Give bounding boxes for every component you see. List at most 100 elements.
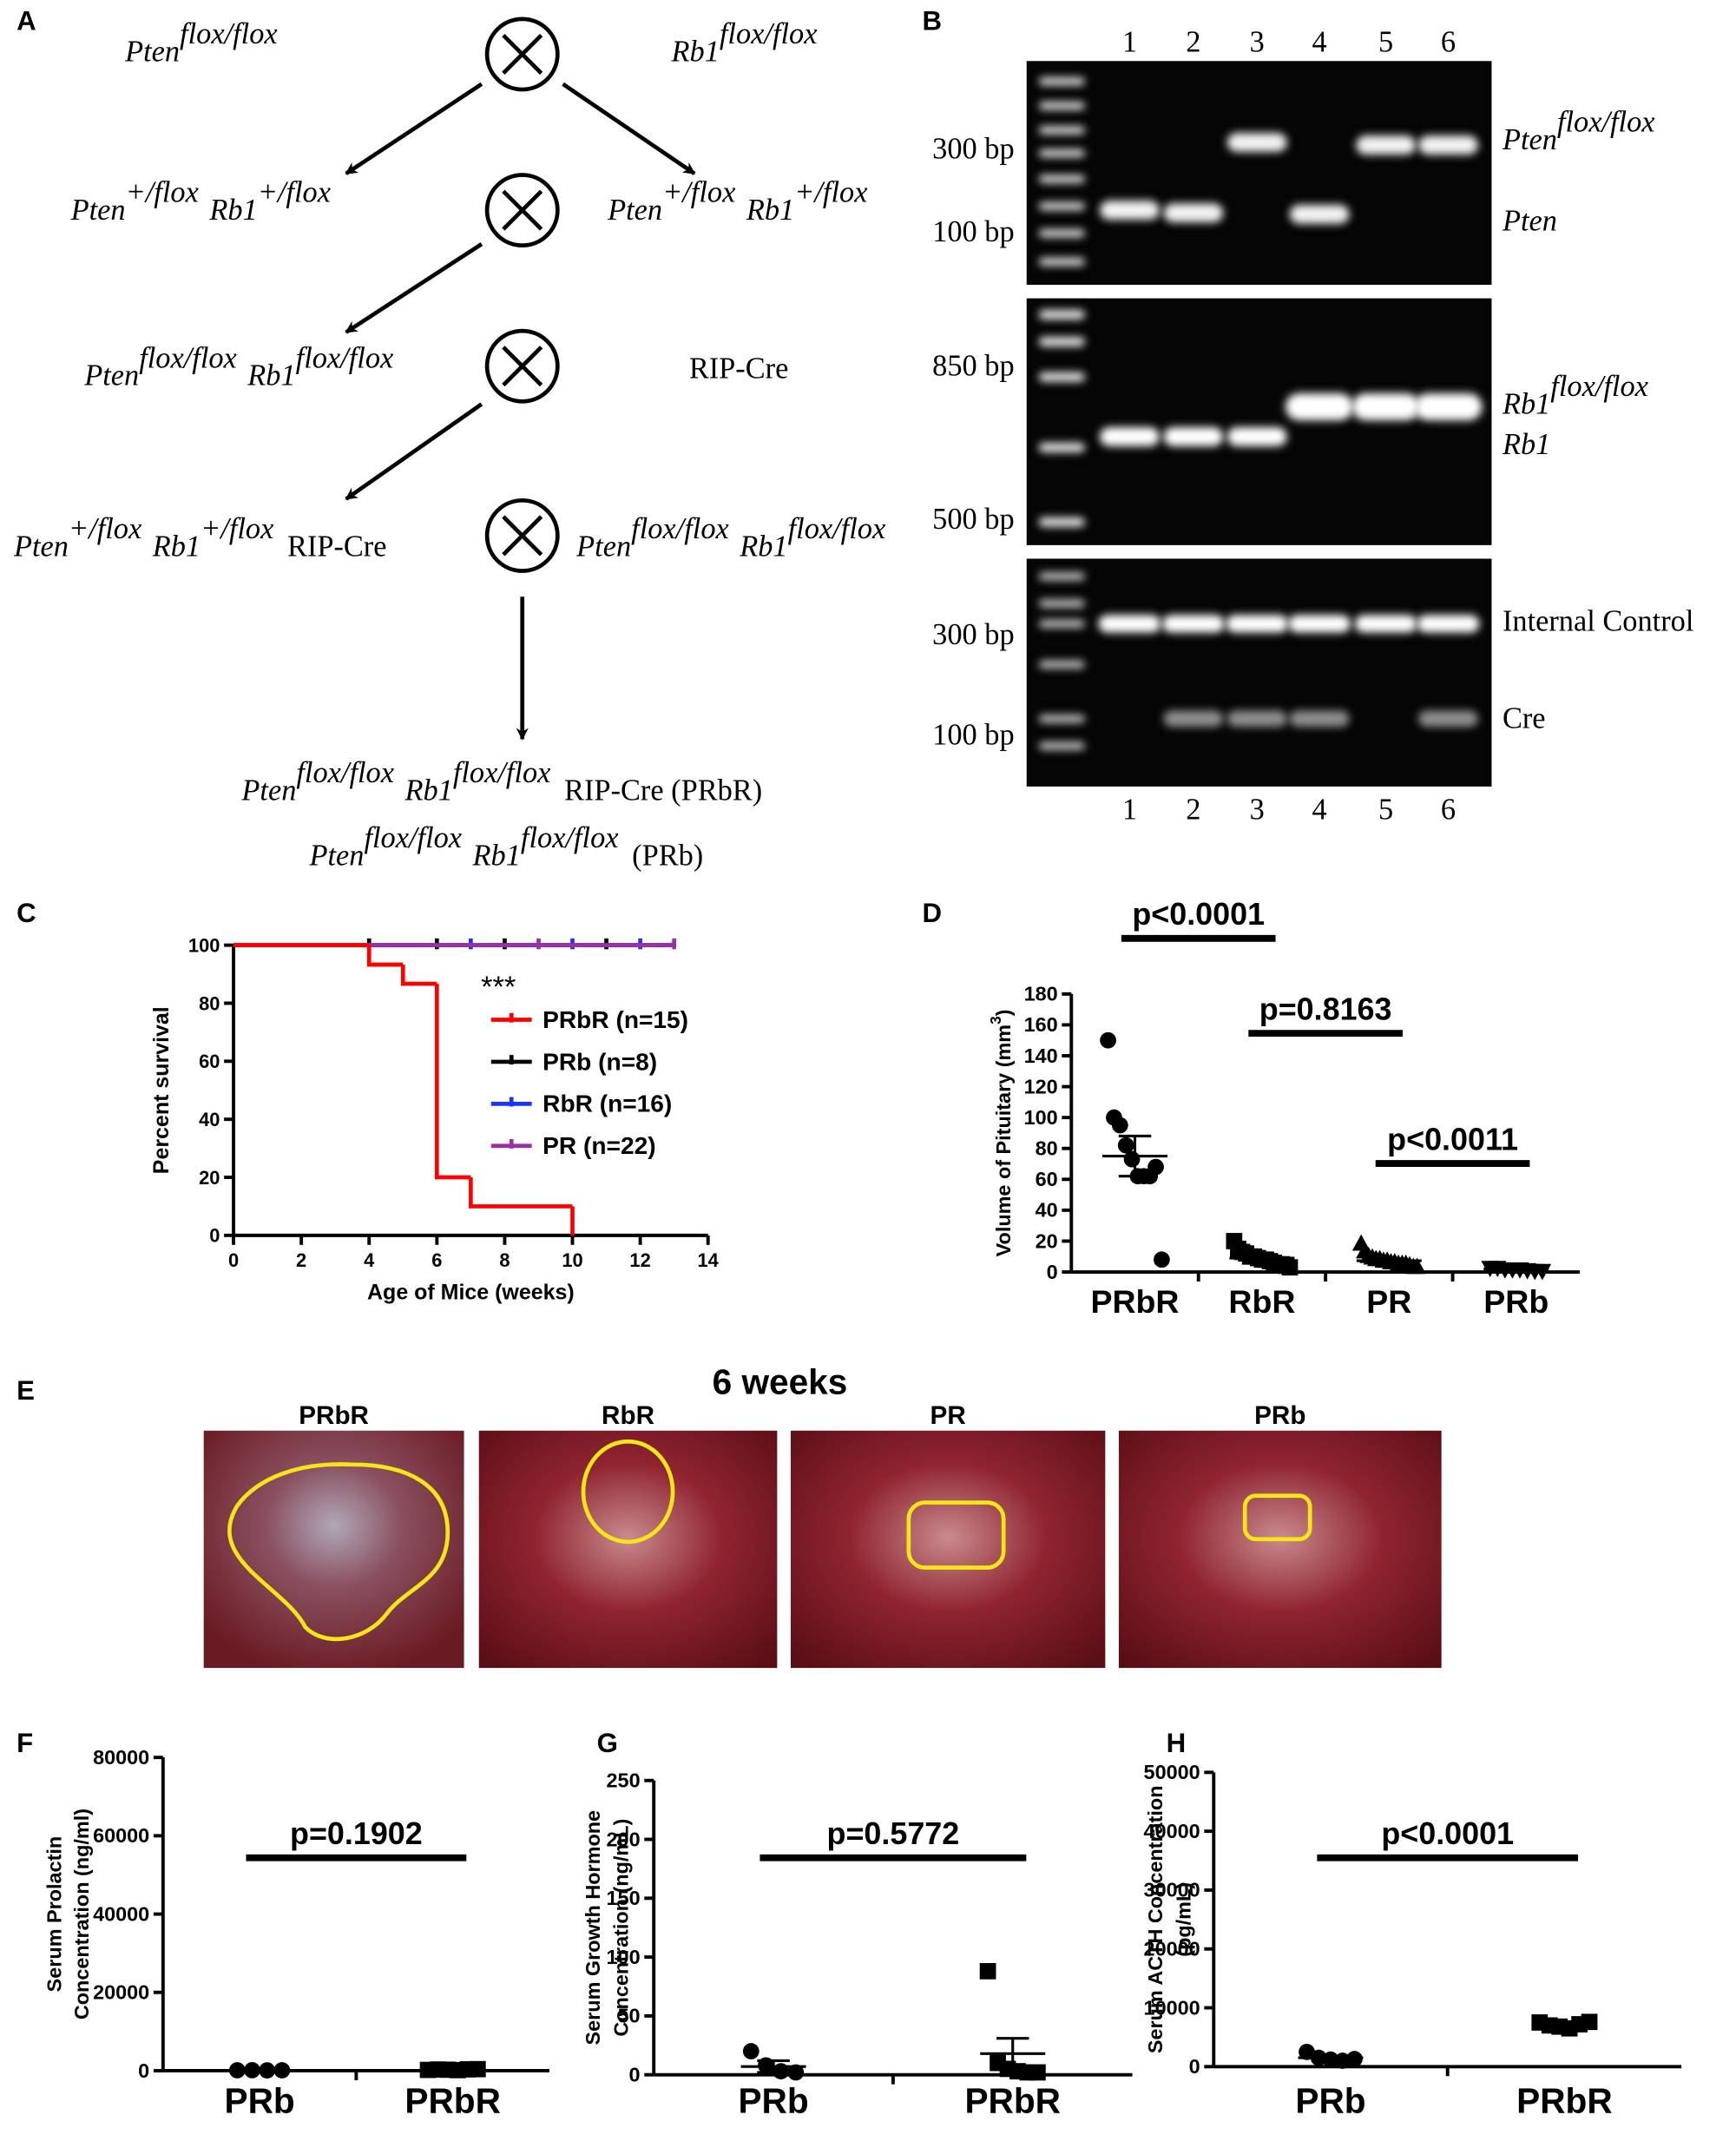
allele: flox/flox	[180, 17, 278, 50]
x-tick-label: 6	[431, 1249, 442, 1271]
label-text: (PRb)	[632, 839, 703, 872]
arrow	[345, 82, 696, 741]
gel-band	[1038, 599, 1085, 608]
genotype-label: Pten+/floxRb1+/flox	[607, 176, 867, 227]
panel-label: G	[597, 1728, 618, 1758]
y-tick-label: 20000	[1144, 1938, 1200, 1960]
gel-band	[1038, 337, 1085, 347]
gel-band	[1038, 660, 1085, 669]
survival-step	[400, 965, 437, 986]
y-tick-label: 40	[199, 1109, 220, 1130]
cross-symbol	[484, 16, 560, 573]
label-text: RIP-Cre (PRbR)	[564, 774, 762, 807]
gel-band	[1098, 615, 1161, 633]
gel-band	[1356, 135, 1416, 155]
y-tick-label: 60	[199, 1051, 220, 1072]
legend-label: PRbR (n=15)	[542, 1006, 688, 1033]
genotype-label: Pten+/floxRb1+/flox	[70, 176, 331, 227]
lane-number: 4	[1312, 793, 1327, 826]
allele: flox/flox	[453, 756, 551, 789]
gel-band	[1038, 228, 1085, 238]
y-axis-label: Percent survival	[149, 1006, 174, 1174]
y-tick-label: 40000	[1144, 1820, 1200, 1842]
p-value: p=0.8163	[1259, 992, 1392, 1027]
x-tick-label: 0	[228, 1249, 239, 1271]
x-tick-label: PRb	[1483, 1283, 1549, 1320]
y-tick-label: 140	[1024, 1044, 1058, 1067]
gel-band	[1038, 309, 1085, 320]
data-point	[1154, 1251, 1170, 1268]
gel-band	[1038, 257, 1085, 267]
band-label: Ptenflox/flox	[1502, 106, 1655, 156]
x-tick-label: 8	[499, 1249, 510, 1271]
error-bar	[757, 2059, 790, 2074]
error-bar	[1548, 2022, 1581, 2028]
data-point	[1029, 2064, 1046, 2081]
gel-band	[1038, 619, 1085, 629]
lane-number: 5	[1378, 793, 1393, 826]
lane-number: 2	[1186, 793, 1200, 826]
x-tick-label: PRb	[1295, 2080, 1365, 2120]
photo-label: PR	[930, 1401, 966, 1430]
gel-band	[1100, 201, 1160, 221]
gel-band	[1038, 102, 1085, 110]
diagram	[345, 16, 696, 741]
data-point	[1408, 1257, 1426, 1275]
allele: flox/flox	[521, 821, 619, 854]
y-tick-label: 80	[199, 992, 220, 1014]
gel-band	[1226, 426, 1287, 446]
allele: +/flox	[258, 176, 331, 209]
gel-band	[1354, 615, 1417, 633]
photo	[1118, 1430, 1442, 1669]
data-point	[742, 2043, 760, 2059]
p-value: p<0.0001	[1132, 896, 1265, 932]
x-tick-label: RbR	[1228, 1283, 1295, 1320]
panel-label: F	[16, 1728, 33, 1758]
y-tick-label: 50000	[1144, 1761, 1200, 1783]
gene-name: Rb1	[472, 839, 521, 872]
y-tick-label: 0	[1047, 1261, 1058, 1283]
pituitary-outline	[906, 1500, 1006, 1570]
data-point	[1581, 2013, 1598, 2031]
gel	[1026, 558, 1492, 787]
y-tick-label: 30000	[1144, 1879, 1200, 1901]
x-tick-label: 2	[296, 1249, 306, 1271]
y-axis-label: Volume of Pituitary (mm3)	[987, 1010, 1015, 1257]
allele: flox/flox	[788, 512, 886, 545]
y-tick-label: 100	[188, 934, 220, 956]
gel-band	[1038, 572, 1085, 581]
photos-title: 6 weeks	[713, 1362, 848, 1402]
allele: +/flox	[794, 176, 867, 209]
gel-band	[1038, 148, 1085, 158]
y-tick-label: 80	[1036, 1137, 1058, 1160]
label-sup: 3	[987, 1016, 1004, 1025]
lane-number: 2	[1186, 25, 1200, 58]
gene-name: Rb1	[152, 530, 201, 563]
genotype-label: Ptenflox/floxRb1flox/floxRIP-Cre (PRbR)	[240, 756, 762, 807]
gene-name: Pten	[124, 35, 180, 68]
y-tick-label: 40	[1036, 1199, 1058, 1222]
gel-band	[1286, 392, 1354, 421]
tumor-outline	[227, 1462, 450, 1642]
panel-label: C	[16, 898, 36, 928]
data-point	[1117, 1137, 1134, 1154]
size-marker: 300 bp	[932, 133, 1015, 166]
data-point	[273, 2062, 291, 2079]
gel-band	[1288, 615, 1351, 633]
x-tick-label: PRb	[225, 2080, 295, 2120]
lane-number: 3	[1250, 793, 1265, 826]
data-point	[1100, 1031, 1116, 1049]
x-tick-label: 12	[629, 1249, 650, 1271]
panel-label: D	[922, 898, 942, 928]
y-tick-label: 20	[199, 1167, 220, 1189]
gel-band	[1418, 710, 1478, 728]
y-tick-label: 20000	[93, 1981, 149, 2004]
lane-number: 6	[1441, 25, 1456, 58]
p-value: p=0.5772	[827, 1815, 960, 1851]
data-point	[469, 2060, 486, 2078]
gel-band	[1038, 201, 1085, 211]
gene-name: Pten	[1502, 123, 1557, 156]
gel-band	[1038, 175, 1085, 183]
photo	[478, 1430, 778, 1669]
band-label: Rb1flox/flox	[1502, 370, 1648, 420]
